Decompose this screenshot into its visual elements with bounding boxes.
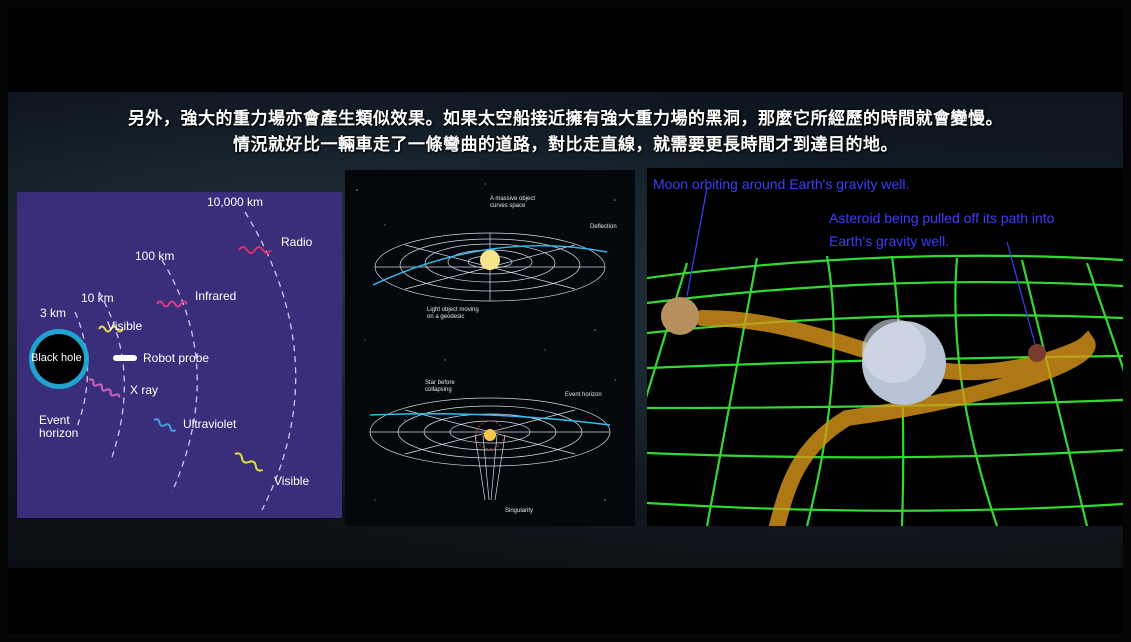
distance-10km: 10 km [81, 291, 114, 305]
visible-wave-inner [98, 325, 124, 333]
gravity-well-illustration: Moon orbiting around Earth's gravity wel… [647, 168, 1123, 526]
distance-10000km: 10,000 km [207, 195, 264, 209]
spacetime-curvature-diagram: A massive object curves space Deflection… [345, 170, 635, 526]
headline-line-2: 情況就好比一輛車走了一條彎曲的道路，對比走直線，就需要更長時間才到達目的地。 [233, 135, 898, 155]
massive-object-label: A massive object curves space [490, 196, 536, 209]
black-hole-label: Black hole [31, 352, 82, 364]
massive-object [480, 250, 500, 270]
robot-probe-icon [113, 355, 137, 361]
orbit-path [694, 310, 1096, 526]
asteroid-rock [1028, 344, 1046, 362]
black-hole-diagram-graphic [29, 211, 297, 511]
ultraviolet-wave [153, 418, 177, 432]
arc-10000km [244, 211, 297, 511]
ultraviolet-label: Ultraviolet [183, 417, 237, 431]
black-hole-radiation-diagram: 10,000 km 100 km 10 km 3 km Black hole E… [17, 192, 342, 518]
infrared-label: Infrared [195, 289, 237, 303]
light-path-bottom [369, 413, 611, 426]
radio-wave [238, 246, 272, 254]
singularity-label: Singularity [505, 508, 534, 514]
visible-label-inner: Visible [107, 319, 143, 333]
asteroid-caption-line-2: Earth's gravity well. [829, 233, 950, 249]
starfield [356, 183, 616, 501]
moon-pointer-line [686, 187, 708, 297]
distance-3km: 3 km [40, 306, 67, 320]
collapsing-star [484, 429, 496, 441]
event-horizon-ring [475, 420, 505, 450]
visible-label-outer: Visible [274, 474, 310, 488]
visible-wave-outer [234, 452, 264, 472]
star-label: Star before collapsing [425, 380, 455, 393]
radio-label: Radio [281, 235, 313, 249]
infrared-wave [156, 300, 188, 308]
curvature-graphic [356, 183, 616, 501]
headline-line-1: 另外，強大的重力場亦會產生類似效果。如果太空船接近擁有強大重力場的黑洞，那麼它所… [128, 109, 1003, 129]
xray-label: X ray [130, 383, 159, 397]
black-hole-core [34, 334, 84, 384]
moon-rock [661, 297, 699, 335]
distance-100km: 100 km [135, 249, 175, 263]
xray-wave [88, 378, 121, 398]
geodesic-label: Light object moving on a geodesic [427, 307, 479, 320]
earth-highlight [862, 319, 926, 383]
light-path-top [372, 245, 608, 286]
asteroid-caption-line-1: Asteroid being pulled off its path into [829, 210, 1055, 226]
event-horizon-tiny-label: Event horizon [565, 392, 602, 398]
arc-10km [98, 291, 125, 458]
event-horizon-label: Event horizon [39, 413, 79, 440]
asteroid-pointer-line [1006, 241, 1036, 345]
deflection-label: Deflection [590, 224, 617, 230]
robot-probe-label: Robot probe [143, 351, 210, 365]
arc-100km [161, 259, 198, 493]
gravity-well-graphic [647, 187, 1123, 526]
moon-caption: Moon orbiting around Earth's gravity wel… [653, 176, 910, 192]
